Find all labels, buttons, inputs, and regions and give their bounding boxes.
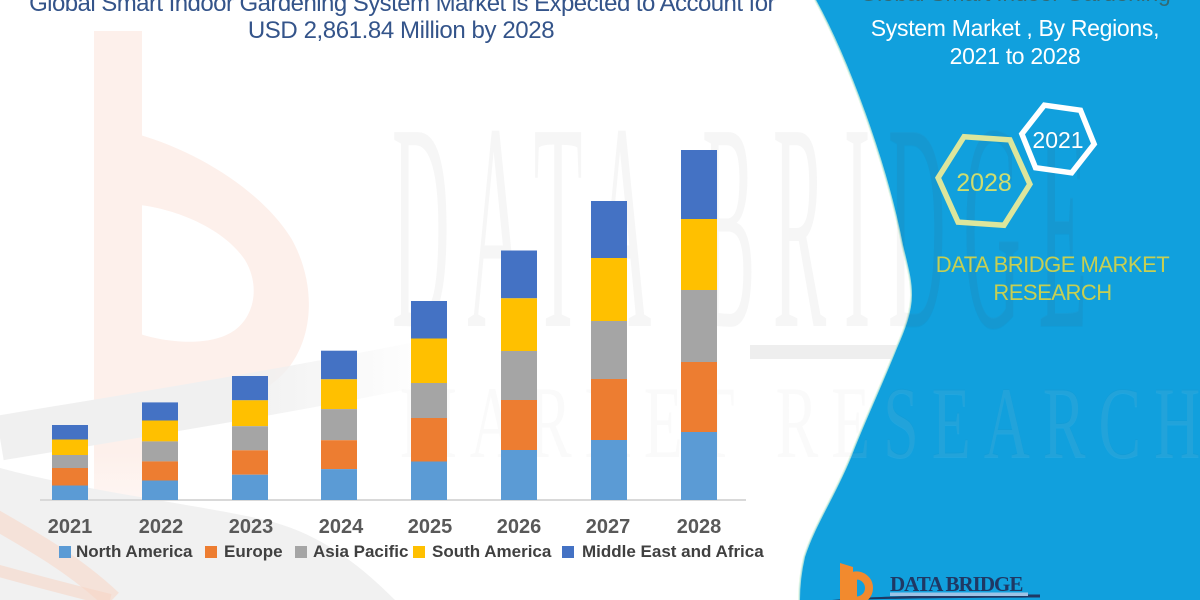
svg-text:2028: 2028 — [956, 169, 1012, 197]
svg-text:2021: 2021 — [1032, 127, 1083, 153]
svg-text:DATA BRIDGE: DATA BRIDGE — [890, 572, 1022, 596]
